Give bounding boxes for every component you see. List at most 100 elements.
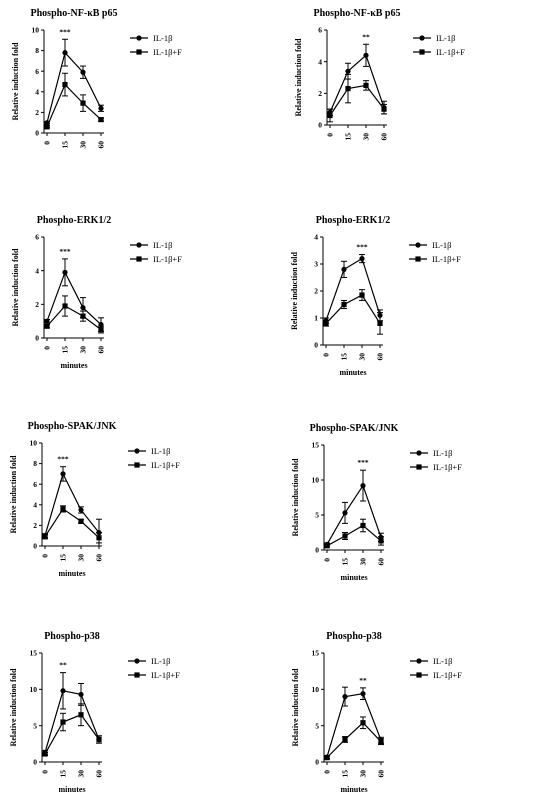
y-tick-label: 0 [35, 334, 39, 343]
data-point-circle [60, 688, 66, 694]
series-line [44, 472, 100, 536]
series-line [329, 54, 385, 113]
data-point-circle [80, 69, 86, 75]
legend-marker-square [136, 256, 142, 262]
legend-entry: IL-1β [153, 33, 172, 43]
data-point-circle [80, 305, 86, 311]
data-point-circle [44, 318, 50, 324]
data-point-square [60, 506, 66, 512]
series-line [325, 257, 381, 321]
x-tick-label: 15 [341, 558, 350, 566]
x-tick-label: 30 [77, 770, 86, 778]
data-point-square [42, 751, 48, 757]
data-point-circle [62, 269, 68, 275]
data-point-circle [363, 52, 369, 58]
legend-marker-circle [419, 35, 425, 41]
series-line [46, 305, 102, 331]
data-point-square [96, 736, 102, 743]
y-tick-label: 0 [318, 121, 322, 130]
legend-entry: IL-1β+F [433, 462, 462, 472]
y-tick-label: 6 [35, 233, 39, 242]
data-point-square [80, 100, 86, 106]
data-point-square [323, 320, 329, 326]
data-point-square [62, 81, 68, 88]
x-tick-label: 15 [61, 346, 70, 354]
significance-label: *** [357, 458, 369, 467]
x-tick-label: 60 [95, 554, 104, 562]
legend-entry: IL-1β [432, 240, 451, 250]
legend-marker-circle [136, 242, 142, 248]
y-tick-label: 2 [35, 108, 39, 117]
y-tick-label: 10 [32, 26, 40, 35]
y-tick-label: 15 [312, 441, 320, 450]
legend-marker-square [415, 256, 421, 262]
chart-title: Phospho-NF-κB p65 [31, 8, 118, 19]
data-point-circle [341, 266, 347, 272]
significance-label: ** [362, 32, 370, 41]
significance-label: *** [356, 243, 368, 252]
x-tick-label: 30 [79, 141, 88, 149]
legend-marker-square [419, 49, 425, 55]
chart-title: Phospho-ERK1/2 [316, 215, 390, 226]
legend-entry: IL-1β [151, 656, 170, 666]
legend-entry: IL-1β [153, 240, 172, 250]
y-axis-label: Relative induction fold [294, 38, 303, 116]
y-tick-label: 4 [35, 266, 39, 275]
y-tick-label: 0 [35, 129, 39, 138]
x-tick-label: 0 [326, 133, 335, 137]
y-tick-label: 2 [318, 89, 322, 98]
y-tick-label: 4 [314, 233, 318, 242]
y-tick-label: 8 [33, 459, 37, 468]
data-point-square [341, 301, 347, 308]
chart-panel: Phospho-p38 0 5 10 15 0 15 30 60 Relative inducti… [9, 631, 180, 794]
x-tick-label: 15 [59, 554, 68, 562]
series-line [326, 721, 382, 759]
significance-label: *** [59, 247, 71, 256]
series-line [329, 84, 385, 116]
legend-marker-circle [415, 242, 421, 248]
data-point-square [78, 518, 84, 524]
significance-label: ** [59, 661, 67, 670]
significance-label: ** [359, 676, 367, 685]
data-point-circle [60, 471, 66, 477]
data-point-circle [342, 694, 348, 700]
legend-marker-circle [416, 658, 422, 664]
series-line [326, 524, 382, 547]
data-point-circle [342, 510, 348, 516]
x-tick-label: 60 [97, 346, 106, 354]
data-point-square [378, 538, 384, 544]
x-tick-label: 30 [359, 770, 368, 778]
data-point-square [98, 117, 104, 123]
legend-marker-square [134, 462, 140, 468]
legend-marker-circle [136, 35, 142, 41]
x-tick-label: 15 [61, 141, 70, 149]
legend-marker-circle [134, 658, 140, 664]
x-axis-label: minutes [58, 569, 85, 578]
y-tick-label: 15 [30, 649, 38, 658]
x-tick-label: 60 [377, 558, 386, 566]
y-tick-label: 4 [35, 87, 39, 96]
y-tick-label: 1 [314, 314, 318, 323]
chart-title: Phospho-ERK1/2 [37, 215, 111, 226]
legend-entry: IL-1β [151, 446, 170, 456]
x-tick-label: 30 [362, 133, 371, 141]
data-point-square [360, 720, 366, 726]
y-tick-label: 10 [312, 685, 320, 694]
data-point-square [98, 326, 104, 333]
legend-entry: IL-1β+F [433, 670, 462, 680]
y-tick-label: 15 [312, 649, 320, 658]
data-point-circle [359, 256, 365, 262]
series-line [44, 690, 100, 753]
legend-marker-circle [134, 448, 140, 454]
legend-entry: IL-1β [433, 448, 452, 458]
y-tick-label: 8 [35, 46, 39, 55]
y-tick-label: 5 [315, 511, 319, 520]
y-axis-label: Relative induction fold [11, 248, 20, 326]
y-axis-label: Relative induction fold [291, 668, 300, 746]
legend-entry: IL-1β+F [436, 47, 465, 57]
x-axis-label: minutes [340, 573, 367, 582]
data-point-circle [360, 483, 366, 489]
data-point-square [378, 739, 384, 745]
y-axis-label: Relative induction fold [291, 458, 300, 536]
